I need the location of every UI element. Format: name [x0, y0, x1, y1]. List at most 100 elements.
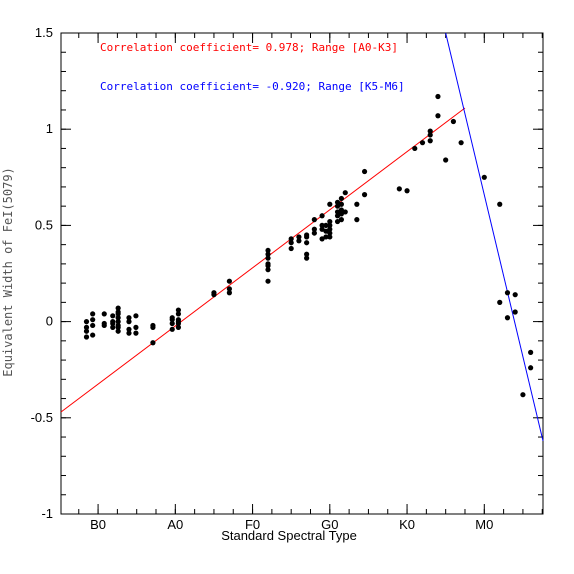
data-point: [435, 113, 441, 119]
data-point: [226, 286, 232, 292]
data-point: [90, 317, 96, 323]
data-point: [90, 332, 96, 338]
data-point: [327, 230, 333, 236]
data-point: [458, 140, 464, 146]
data-point: [443, 157, 449, 163]
data-point: [169, 326, 175, 332]
data-point: [354, 201, 360, 207]
data-point: [296, 238, 302, 244]
data-point: [115, 328, 121, 334]
data-points: [83, 93, 534, 398]
y-tick-label: -1: [41, 506, 53, 521]
axis-tick-labels: -1 -0.5 0 0.5 1 1.5 B0 A0 F0 G0 K0 M0: [31, 25, 494, 532]
data-point: [126, 326, 132, 332]
data-point: [169, 320, 175, 327]
data-point: [169, 315, 175, 321]
data-point: [175, 320, 182, 327]
data-point: [338, 207, 344, 213]
data-point: [338, 201, 344, 207]
data-point: [265, 255, 271, 261]
data-point: [288, 240, 294, 246]
x-axis-title: Standard Spectral Type: [221, 528, 357, 543]
data-point: [520, 392, 526, 398]
data-point: [90, 311, 96, 317]
data-point: [304, 240, 310, 246]
data-point: [83, 319, 90, 325]
data-point: [338, 217, 344, 223]
data-point: [497, 299, 503, 305]
data-point: [435, 93, 441, 100]
data-point: [265, 267, 271, 273]
data-point: [319, 222, 325, 228]
data-point: [110, 324, 116, 330]
y-tick-label: 0.5: [35, 217, 53, 232]
data-point: [427, 138, 433, 144]
data-point: [361, 168, 368, 175]
data-point: [334, 209, 341, 215]
data-point: [323, 222, 329, 228]
data-point: [419, 140, 426, 146]
data-point: [101, 322, 107, 329]
data-point: [126, 330, 132, 336]
data-point: [101, 311, 107, 317]
fit-line-red: [60, 107, 466, 413]
data-point: [90, 322, 96, 329]
data-point: [323, 228, 329, 234]
data-point: [528, 365, 534, 371]
data-point: [319, 236, 325, 242]
axis-ticks: [61, 32, 543, 515]
data-point: [319, 213, 325, 219]
x-tick-label: F0: [245, 517, 260, 532]
data-point: [175, 324, 182, 330]
data-point: [126, 315, 132, 321]
data-point: [265, 251, 271, 257]
data-point: [83, 328, 90, 334]
fit-annotation-blue: Correlation coefficient= -0.920; Range […: [100, 80, 405, 93]
x-tick-label: B0: [90, 517, 106, 532]
data-point: [311, 217, 317, 223]
data-point: [512, 292, 518, 298]
data-point: [115, 309, 121, 315]
data-point: [327, 222, 333, 228]
data-point: [110, 319, 116, 325]
data-point: [342, 190, 348, 196]
y-axis-title: Equivalent Width of FeI(5079): [1, 167, 15, 377]
data-point: [115, 305, 121, 311]
data-point: [133, 330, 139, 336]
data-point: [319, 226, 325, 232]
data-point: [115, 315, 121, 321]
data-point: [265, 278, 271, 284]
data-point: [296, 234, 302, 240]
data-point: [512, 309, 518, 315]
data-point: [327, 226, 333, 232]
data-point: [334, 203, 341, 209]
data-point: [115, 319, 121, 325]
data-point: [427, 132, 433, 138]
data-point: [354, 217, 360, 223]
data-point: [396, 186, 402, 192]
data-point: [412, 145, 418, 152]
y-tick-label: -0.5: [31, 410, 53, 425]
data-point: [265, 247, 271, 254]
data-point: [265, 261, 271, 267]
data-point: [361, 192, 368, 198]
data-point: [497, 201, 503, 207]
data-point: [110, 313, 116, 319]
data-point: [304, 232, 310, 238]
data-point: [323, 234, 329, 240]
data-point: [175, 311, 182, 317]
data-point: [175, 317, 182, 323]
data-point: [133, 313, 139, 319]
data-point: [126, 319, 132, 325]
data-point: [304, 251, 310, 257]
data-point: [481, 174, 487, 180]
data-point: [150, 322, 156, 329]
data-point: [115, 324, 121, 330]
x-tick-label: A0: [167, 517, 183, 532]
data-point: [311, 230, 317, 236]
data-point: [133, 324, 139, 330]
data-point: [327, 201, 333, 207]
x-tick-label: M0: [475, 517, 493, 532]
data-point: [226, 290, 232, 296]
